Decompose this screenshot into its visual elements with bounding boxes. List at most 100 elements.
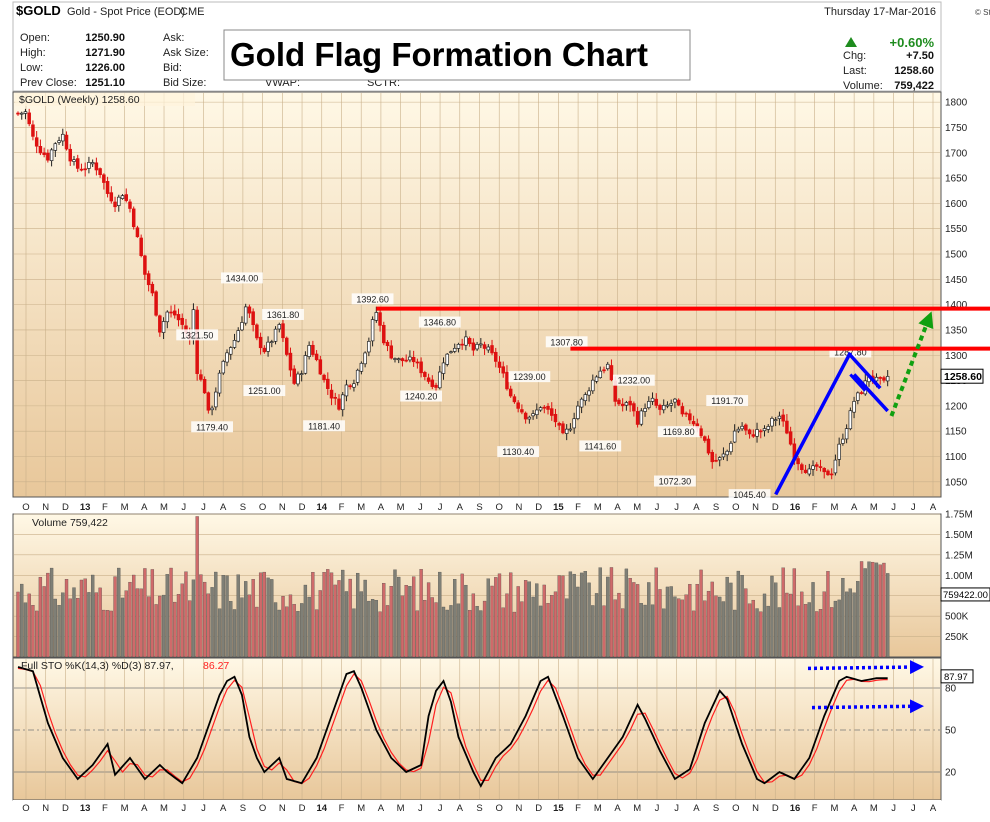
candle-body	[359, 362, 364, 372]
candle-body	[684, 412, 688, 415]
volume-bar	[195, 516, 199, 658]
price-annotation: 1181.40	[308, 421, 340, 431]
volume-bars	[16, 516, 890, 658]
candle-body	[258, 336, 263, 349]
volume-bar	[210, 587, 214, 658]
volume-bar	[146, 596, 151, 658]
candle-body	[587, 390, 591, 396]
candle-body	[826, 470, 830, 476]
volume-bar	[684, 594, 688, 658]
candle-body	[829, 473, 834, 476]
x-tick-label: D	[535, 502, 542, 513]
candle-body	[535, 409, 539, 416]
volume-tick-label: 500K	[945, 612, 969, 623]
candle-body	[311, 344, 315, 355]
candle-body	[270, 341, 274, 343]
candle-body	[400, 358, 405, 362]
candle-body	[538, 407, 543, 411]
price-series-label: $GOLD (Weekly) 1258.60	[19, 94, 140, 106]
x-tick-label: S	[713, 803, 719, 814]
price-annotation: 1361.80	[267, 310, 300, 320]
volume-bar	[572, 573, 576, 658]
candle-body	[247, 306, 252, 314]
x-tick-label: J	[418, 502, 423, 513]
volume-bar	[180, 583, 184, 658]
flag-tick-line	[849, 373, 867, 392]
x-tick-label: A	[851, 803, 858, 814]
volume-bar	[621, 608, 625, 658]
candle-body	[23, 111, 28, 114]
candle-body	[430, 379, 435, 387]
volume-bar	[132, 574, 136, 658]
annotation-bg	[351, 293, 394, 305]
volume-bar	[479, 610, 483, 658]
volume-bar	[811, 582, 815, 658]
volume-bar	[691, 610, 696, 658]
volume-bar	[273, 602, 278, 658]
candle-body	[676, 399, 681, 406]
x-tick-label: A	[457, 803, 464, 814]
x-tick-label: M	[594, 803, 602, 814]
x-tick-label: D	[772, 803, 779, 814]
candle-body	[725, 450, 729, 456]
price-annotation: 1240.20	[405, 392, 438, 402]
volume-bar	[20, 583, 24, 658]
volume-bar	[188, 600, 192, 658]
volume-bar	[464, 584, 468, 658]
candle-body	[199, 374, 203, 380]
x-tick-label: M	[121, 502, 129, 513]
volume-bar	[527, 581, 532, 658]
volume-bar	[206, 593, 211, 658]
candle-body	[546, 405, 550, 410]
symbol-label: $GOLD	[16, 3, 61, 18]
candle-body	[673, 398, 677, 403]
volume-bar	[453, 579, 457, 658]
volume-bar	[736, 570, 741, 658]
x-tick-label: J	[911, 502, 916, 513]
x-tick-label: A	[220, 502, 227, 513]
annotation-bg	[497, 446, 540, 458]
volume-bar	[382, 583, 386, 658]
price-annotation: 1321.50	[181, 330, 214, 340]
candle-body	[658, 404, 662, 410]
volume-bar	[61, 592, 65, 658]
candle-body	[531, 413, 535, 417]
volume-bar	[740, 575, 744, 658]
candle-body	[441, 362, 446, 374]
candle-body	[292, 368, 296, 384]
price-annotation: 1346.80	[424, 318, 457, 328]
volume-bar	[695, 583, 699, 658]
quote-value: 1271.90	[85, 47, 125, 59]
candle-body	[781, 414, 785, 422]
candle-body	[296, 373, 300, 385]
volume-bar	[169, 567, 173, 658]
volume-bar	[161, 594, 166, 658]
candle-body	[796, 458, 800, 465]
candle-body	[665, 404, 670, 407]
price-annotations: 1434.00 1392.60 1361.80 1346.80 1321.50 1307.…	[176, 272, 872, 501]
stochastic-panel	[12, 657, 942, 801]
volume-bar	[98, 587, 102, 658]
volume-bar	[703, 600, 707, 658]
candle-body	[501, 366, 505, 374]
candle-body	[404, 359, 408, 362]
quote-value: 1226.00	[85, 62, 125, 74]
x-tick-label: A	[930, 502, 937, 513]
candle-body	[344, 384, 349, 397]
volume-bar	[236, 574, 240, 658]
candle-body	[654, 398, 659, 406]
x-tick-label: F	[575, 502, 581, 513]
volume-bar	[669, 586, 673, 658]
flagpole-line	[774, 351, 852, 496]
candle-body	[113, 201, 117, 208]
volume-bar	[546, 603, 550, 658]
volume-bar	[553, 591, 558, 658]
volume-bar	[561, 575, 565, 658]
sto-last-value: 87.97	[944, 672, 968, 683]
candle-body	[542, 406, 547, 409]
volume-bar	[624, 568, 629, 658]
candle-body	[594, 376, 599, 382]
price-gridlines	[14, 93, 940, 496]
price-annotation: 1392.60	[356, 294, 389, 304]
candle-body	[527, 416, 532, 420]
